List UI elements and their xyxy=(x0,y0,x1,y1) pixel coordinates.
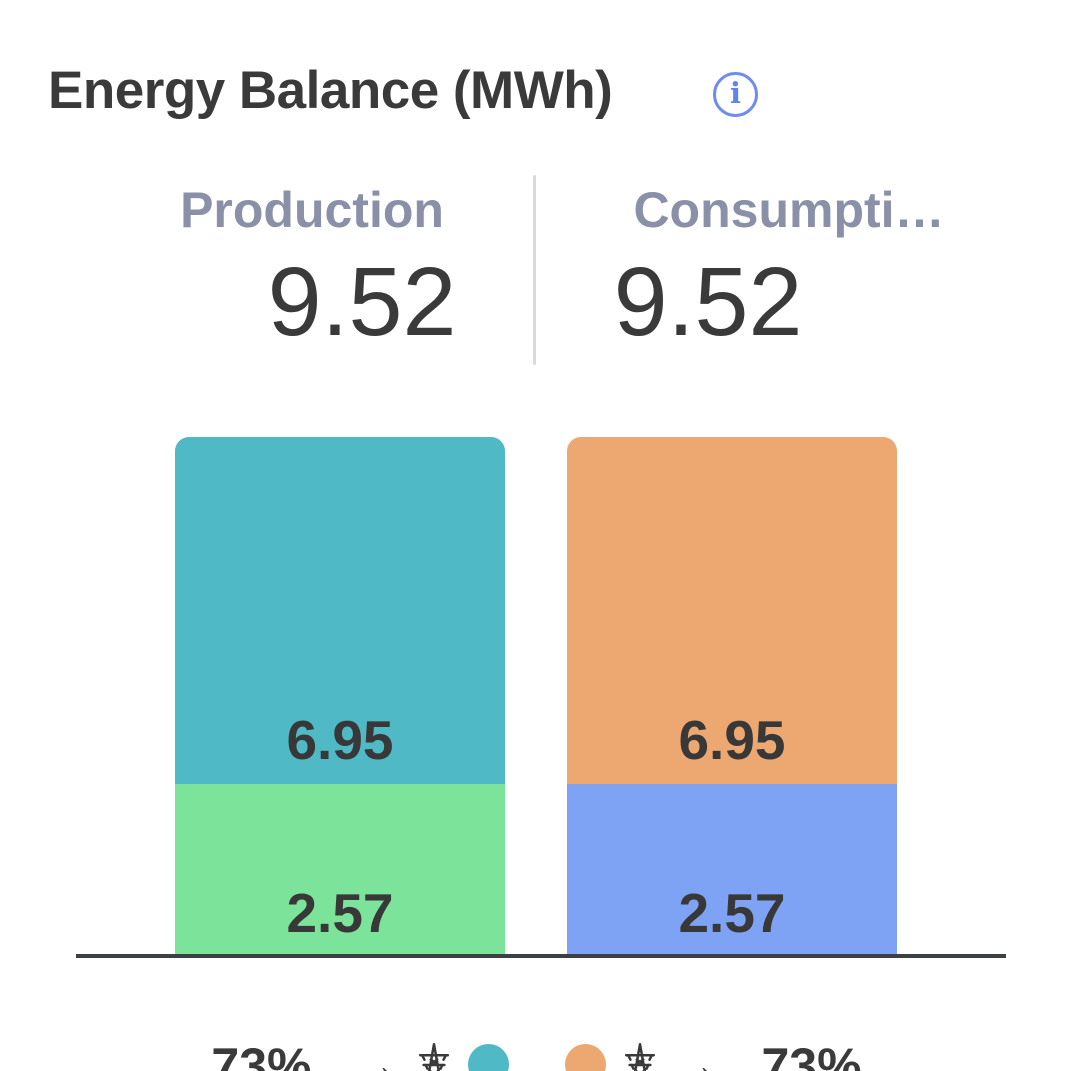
segment-value-label: 2.57 xyxy=(678,882,786,945)
segment-value-label: 6.95 xyxy=(286,708,394,771)
kpi-consumption-label: Consumpti… xyxy=(633,182,945,238)
consumption-bar: 6.95 2.57 xyxy=(567,437,897,957)
transmission-tower-icon xyxy=(624,1042,655,1071)
arrow-right-icon: → xyxy=(673,1039,720,1071)
segment-value-label: 2.57 xyxy=(286,882,394,945)
production-legend-dot[interactable] xyxy=(467,1044,509,1071)
card-title: Energy Balance (MWh) xyxy=(48,61,613,120)
consumption-legend-dot[interactable] xyxy=(564,1044,606,1071)
consumption-percent: 73% xyxy=(761,1038,862,1071)
arrow-right-icon: → xyxy=(353,1039,400,1071)
production-segment-main[interactable]: 6.95 xyxy=(175,437,505,784)
production-segment-secondary[interactable]: 2.57 xyxy=(175,783,505,957)
transmission-tower-icon xyxy=(418,1042,449,1071)
kpi-production-value: 9.52 xyxy=(267,247,457,356)
segment-value-label: 6.95 xyxy=(678,708,786,771)
production-percent: 73% xyxy=(211,1038,312,1071)
kpi-production-label: Production xyxy=(180,182,444,238)
info-icon[interactable]: i xyxy=(713,72,758,117)
kpi-consumption-value: 9.52 xyxy=(613,247,803,356)
consumption-segment-main[interactable]: 6.95 xyxy=(567,437,897,784)
production-bar: 6.95 2.57 xyxy=(175,437,505,957)
kpi-divider xyxy=(533,175,536,365)
consumption-segment-secondary[interactable]: 2.57 xyxy=(567,783,897,957)
chart-legend: 73% → → 73% xyxy=(0,1036,1073,1071)
info-icon-glyph: i xyxy=(729,76,742,110)
x-axis-line xyxy=(76,954,1006,958)
